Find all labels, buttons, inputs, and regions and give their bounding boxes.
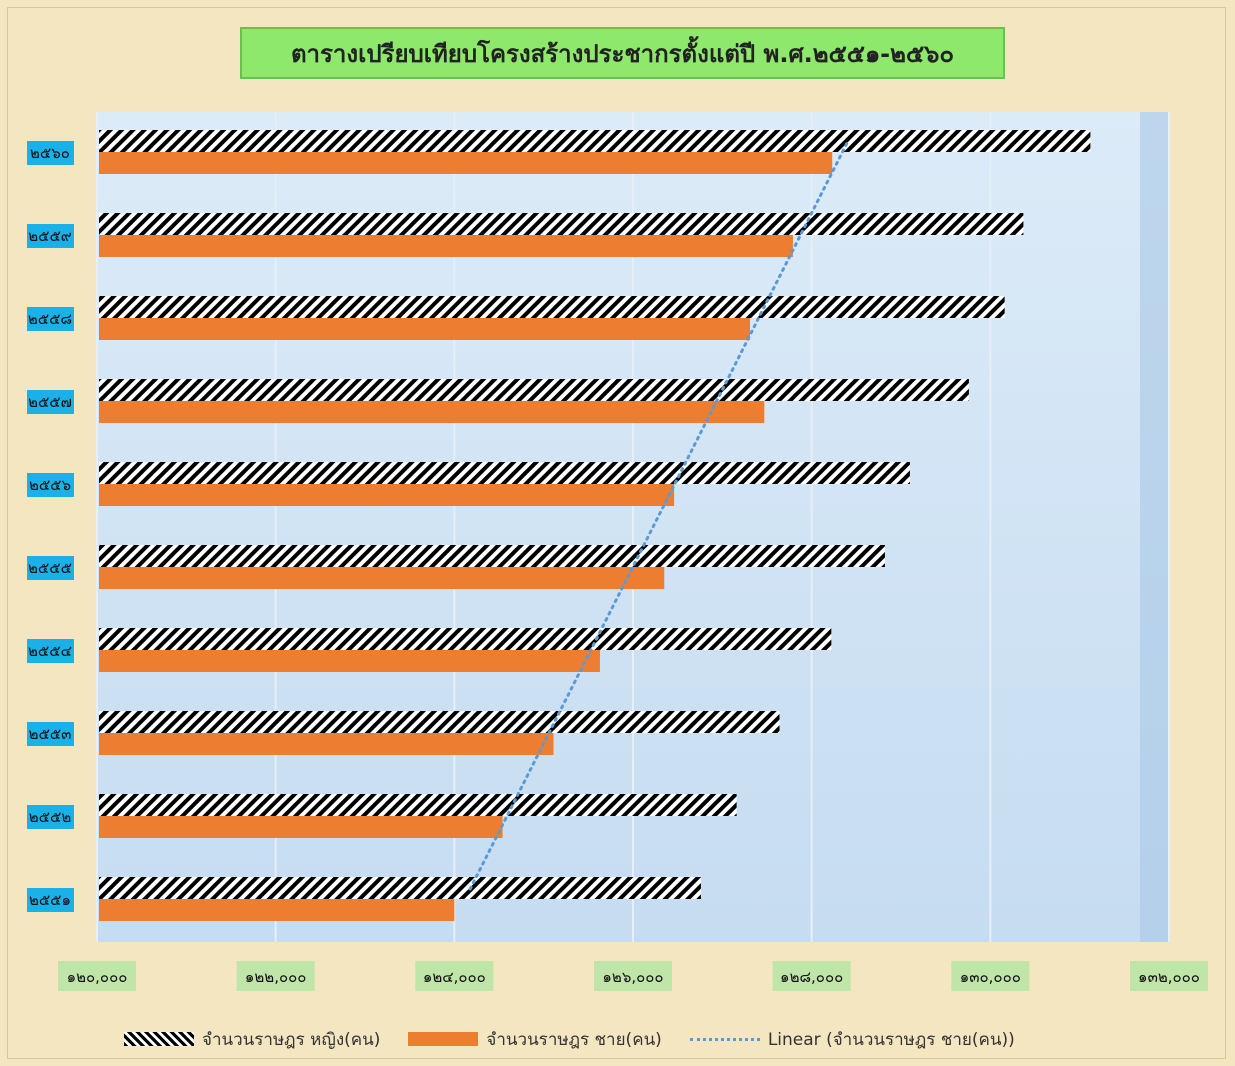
y-label-bg — [27, 224, 74, 248]
x-label-bg — [772, 961, 851, 991]
x-tick-label: ๑๒๐,๐๐๐ — [67, 968, 128, 986]
legend-item-trendline: Linear (จำนวนราษฎร ชาย(คน)) — [689, 1026, 1015, 1053]
x-axis-labels: ๑๒๐,๐๐๐ ๑๒๒,๐๐๐ ๑๒๔,๐๐๐ ๑๒๖,๐๐๐ ๑๒๘,๐๐๐ ๑๓๐,๐… — [58, 961, 1208, 991]
y-tick-label: ๒๕๖๐ — [30, 144, 70, 162]
bar-male — [99, 152, 833, 174]
y-tick-label: ๒๕๕๔ — [28, 642, 72, 660]
y-axis-labels: ๒๕๕๑ ๒๕๕๒ ๒๕๕๓ ๒๕๕๔ ๒๕๕๕ ๒๕๕๖ ๒๕๕๗ ๒๕๕๘ ๒๕๕๙ ๒๕๖๐ — [27, 141, 74, 912]
legend-swatch-male — [408, 1032, 479, 1046]
x-label-bg — [951, 961, 1030, 991]
y-tick-label: ๒๕๕๒ — [29, 808, 71, 826]
y-tick-label: ๒๕๕๖ — [29, 476, 71, 494]
bar-male — [99, 484, 675, 506]
bar-female — [99, 213, 1024, 235]
bar-female — [99, 711, 780, 733]
y-label-bg — [27, 556, 74, 580]
y-tick-label: ๒๕๕๓ — [29, 725, 72, 743]
bar-female — [99, 379, 969, 401]
x-tick-label: ๑๓๒,๐๐๐ — [1138, 968, 1200, 986]
legend-label-trendline: Linear (จำนวนราษฎร ชาย(คน)) — [767, 1029, 1015, 1050]
chart-title: ตารางเปรียบเทียบโครงสร้างประชากรตั้งแต่ป… — [240, 27, 1005, 79]
y-label-bg — [27, 390, 74, 414]
bar-male — [99, 816, 503, 838]
x-tick-label: ๑๒๔,๐๐๐ — [423, 968, 486, 986]
x-label-bg — [58, 961, 136, 991]
bar-male — [99, 899, 455, 921]
bar-female — [99, 628, 832, 650]
bar-female — [99, 794, 737, 816]
y-label-bg — [27, 639, 74, 663]
bar-female — [99, 545, 885, 567]
y-label-bg — [27, 473, 74, 497]
legend-label-male: จำนวนราษฎร ชาย(คน) — [486, 1029, 662, 1050]
y-tick-label: ๒๕๕๑ — [29, 891, 71, 909]
bar-male — [99, 733, 554, 755]
y-tick-label: ๒๕๕๘ — [28, 310, 72, 328]
y-label-bg — [27, 888, 74, 912]
bar-female — [99, 296, 1005, 318]
bar-female — [99, 130, 1091, 152]
x-tick-label: ๑๒๘,๐๐๐ — [780, 968, 843, 986]
y-label-bg — [27, 805, 74, 829]
x-label-bg — [236, 961, 315, 991]
trendline-group — [468, 140, 850, 891]
bar-male — [99, 567, 665, 589]
x-tick-label: ๑๓๐,๐๐๐ — [960, 968, 1021, 986]
trendline — [468, 140, 850, 891]
legend-swatch-female — [124, 1032, 194, 1046]
y-label-bg — [27, 141, 74, 165]
x-label-bg — [594, 961, 672, 991]
legend: จำนวนราษฎร หญิง(คน) จำนวนราษฎร ชาย(คน) L… — [124, 1022, 1043, 1056]
legend-item-female: จำนวนราษฎร หญิง(คน) — [124, 1026, 380, 1053]
legend-swatch-trendline — [689, 1037, 760, 1041]
legend-label-female: จำนวนราษฎร หญิง(คน) — [202, 1029, 381, 1050]
bar-male — [99, 318, 751, 340]
bars-group — [99, 130, 1091, 921]
bar-male — [99, 235, 793, 257]
x-tick-label: ๑๒๒,๐๐๐ — [245, 968, 307, 986]
x-label-bg — [1130, 961, 1208, 991]
y-label-bg — [27, 722, 74, 746]
bar-male — [99, 650, 600, 672]
bar-female — [99, 462, 910, 484]
bar-female — [99, 877, 701, 899]
x-tick-label: ๑๒๖,๐๐๐ — [602, 968, 663, 986]
legend-item-male: จำนวนราษฎร ชาย(คน) — [408, 1026, 662, 1053]
y-label-bg — [27, 307, 74, 331]
y-tick-label: ๒๕๕๙ — [28, 227, 72, 245]
y-tick-label: ๒๕๕๕ — [28, 559, 72, 577]
y-tick-label: ๒๕๕๗ — [28, 393, 72, 411]
x-label-bg — [415, 961, 494, 991]
plot-side-wall — [1140, 112, 1170, 942]
bar-male — [99, 401, 765, 423]
